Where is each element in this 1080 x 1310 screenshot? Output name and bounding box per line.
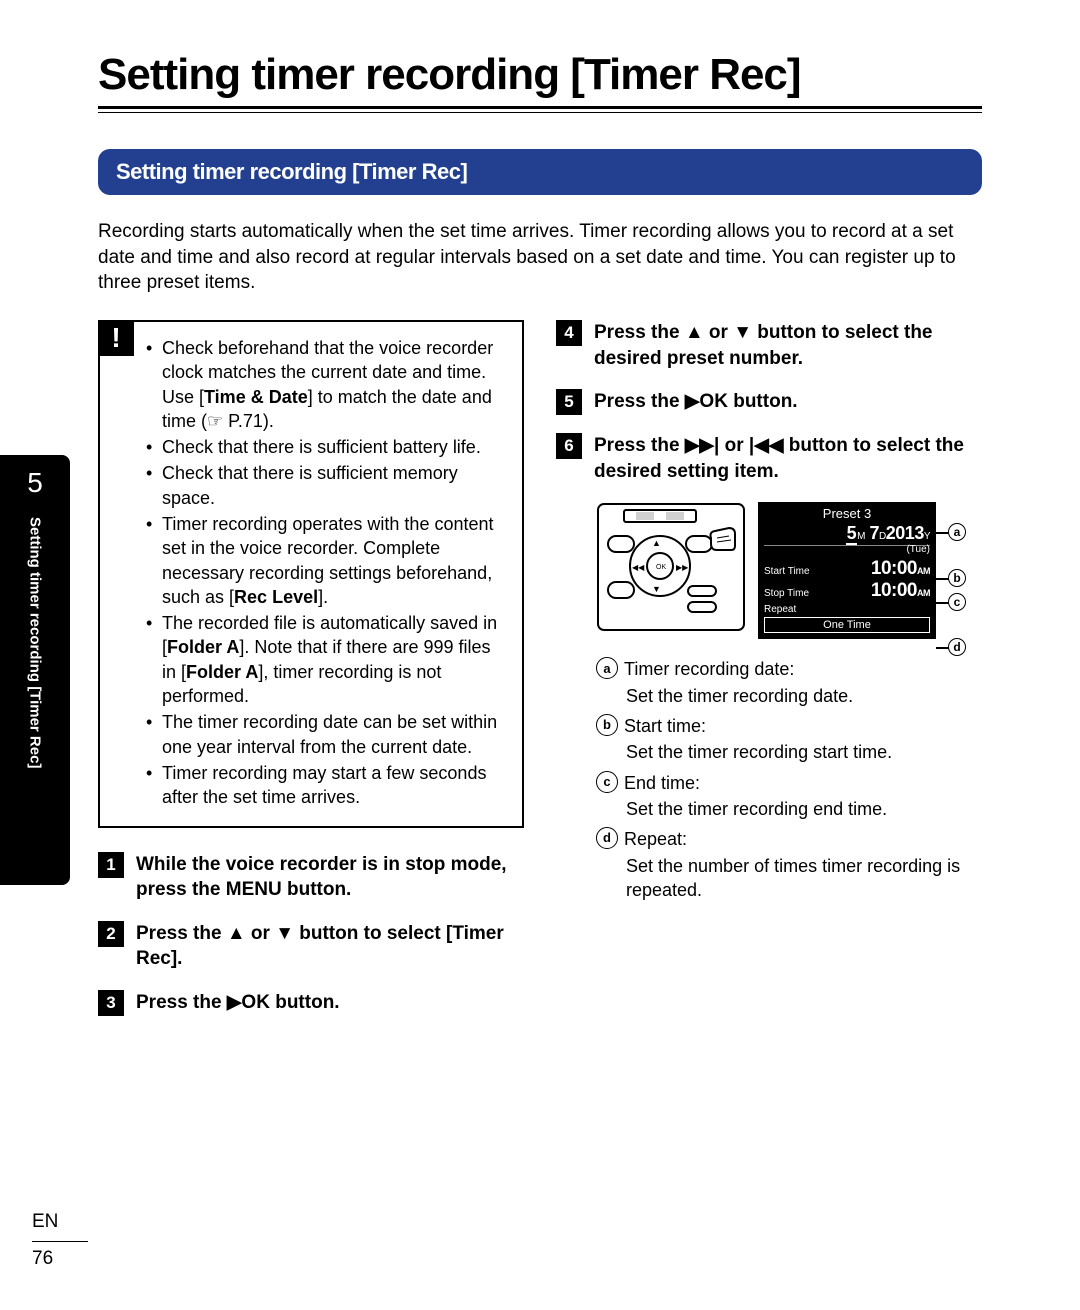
legend-label: a [596,657,618,679]
note-item: Timer recording operates with the conten… [162,512,508,609]
legend-item: d Repeat: [596,827,982,851]
callout-a: a [948,523,966,541]
step-text: Press the ▶OK button. [136,990,340,1016]
lcd-screen: Preset 3 5M 7D2013Y (Tue) Start Time 10:… [758,502,936,639]
page-title: Setting timer recording [Timer Rec] [98,50,982,100]
legend-label: b [596,714,618,736]
note-item: Check beforehand that the voice recorder… [162,336,508,433]
step: 4 Press the ▲ or ▼ button to select the d… [556,320,982,371]
step: 3 Press the ▶OK button. [98,990,524,1016]
legend-desc: Set the timer recording end time. [626,797,982,821]
note-box: ! Check beforehand that the voice record… [98,320,524,828]
step-text: While the voice recorder is in stop mode… [136,852,524,903]
lcd-date: 5M 7D2013Y [764,523,930,546]
legend-item: b Start time: [596,714,982,738]
step-number: 1 [98,852,124,878]
step-text: Press the ▶▶| or |◀◀ button to select th… [594,433,982,484]
footer-lang: EN [32,1211,88,1233]
note-item: Timer recording may start a few seconds … [162,761,508,810]
step: 1 While the voice recorder is in stop mod… [98,852,524,903]
title-rule [98,106,982,113]
svg-text:OK: OK [656,564,666,571]
note-item: Check that there is sufficient battery l… [162,435,508,459]
legend-title: End time: [624,771,700,795]
step-text: Press the ▶OK button. [594,389,798,415]
note-item: The timer recording date can be set with… [162,710,508,759]
left-column: ! Check beforehand that the voice record… [98,320,524,1034]
footer-page: 76 [32,1248,88,1270]
lcd-repeat-label: Repeat [764,604,930,615]
callout-d: d [948,638,966,656]
note-item: The recorded file is automatically saved… [162,611,508,708]
legend: a Timer recording date: Set the timer reco… [596,657,982,902]
legend-desc: Set the number of times timer recording … [626,854,982,903]
callout-c: c [948,593,966,611]
lcd-start: Start Time 10:00AM [764,558,930,580]
step: 2 Press the ▲ or ▼ button to select [Time… [98,921,524,972]
step-number: 5 [556,389,582,415]
lcd-preset: Preset 3 [764,506,930,521]
svg-text:▶▶: ▶▶ [676,563,689,572]
step-text: Press the ▲ or ▼ button to select the de… [594,320,982,371]
legend-label: c [596,771,618,793]
note-icon: ! [98,320,134,356]
step-number: 4 [556,320,582,346]
legend-title: Repeat: [624,827,687,851]
intro-text: Recording starts automatically when the … [98,219,982,296]
legend-title: Start time: [624,714,706,738]
lcd-day: (Tue) [764,544,930,555]
device-diagram: OK ▲ ▼ ◀◀ ▶▶ [596,502,746,632]
legend-item: a Timer recording date: [596,657,982,681]
lcd-stop: Stop Time 10:00AM [764,580,930,602]
steps-right: 4 Press the ▲ or ▼ button to select the d… [556,320,982,485]
legend-desc: Set the timer recording date. [626,684,982,708]
svg-text:◀◀: ◀◀ [632,563,645,572]
note-item: Check that there is sufficient memory sp… [162,461,508,510]
step-text: Press the ▲ or ▼ button to select [Timer… [136,921,524,972]
legend-desc: Set the timer recording start time. [626,740,982,764]
step: 5 Press the ▶OK button. [556,389,982,415]
right-column: 4 Press the ▲ or ▼ button to select the d… [556,320,982,1034]
callout-b: b [948,569,966,587]
legend-label: d [596,827,618,849]
step: 6 Press the ▶▶| or |◀◀ button to select t… [556,433,982,484]
step-number: 2 [98,921,124,947]
lcd-repeat-value: One Time [764,617,930,633]
legend-title: Timer recording date: [624,657,794,681]
svg-text:▼: ▼ [652,584,661,594]
svg-text:▲: ▲ [652,538,661,548]
steps-left: 1 While the voice recorder is in stop mod… [98,852,524,1017]
page-footer: EN 76 [32,1211,88,1270]
section-heading: Setting timer recording [Timer Rec] [98,149,982,195]
step-number: 3 [98,990,124,1016]
step-number: 6 [556,433,582,459]
legend-item: c End time: [596,771,982,795]
lcd-illustration: OK ▲ ▼ ◀◀ ▶▶ Preset 3 [596,502,982,639]
note-list: Check beforehand that the voice recorder… [114,336,508,810]
